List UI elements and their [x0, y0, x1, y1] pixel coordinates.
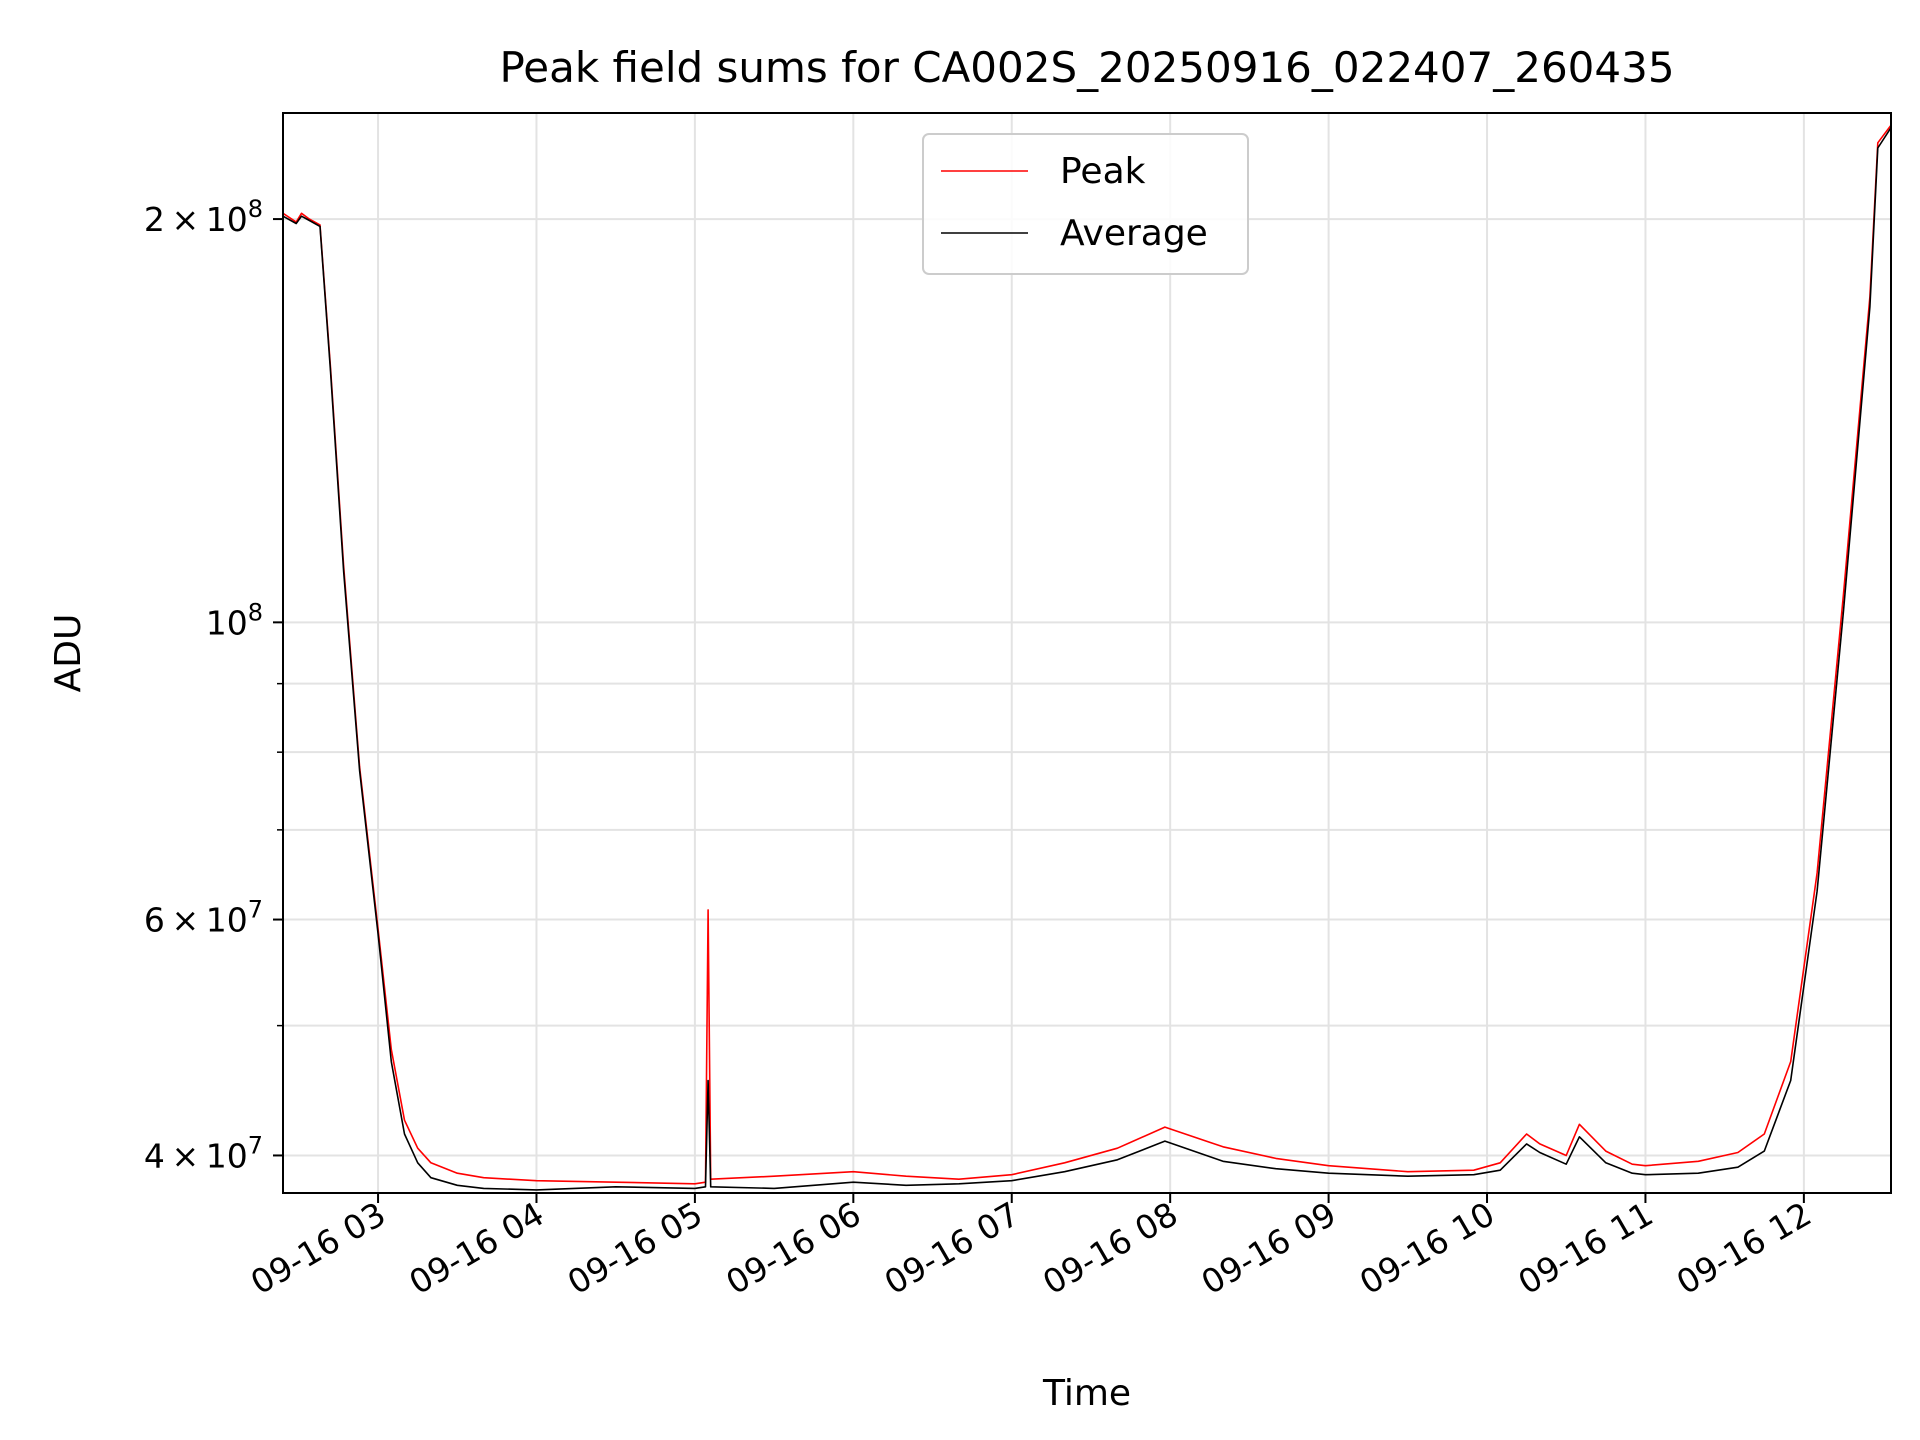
chart-title: Peak field sums for CA002S_20250916_0224…	[499, 43, 1674, 92]
y-axis-label: ADU	[48, 614, 89, 693]
legend-box	[922, 133, 1249, 275]
y-tick-label: 108	[206, 598, 263, 642]
y-tick-label: 2 × 108	[144, 195, 263, 239]
plot-frame	[282, 112, 1892, 1194]
x-axis-label: Time	[1042, 1373, 1131, 1414]
legend: Peak Average	[922, 133, 1249, 275]
legend-label-peak: Peak	[1060, 151, 1146, 192]
y-axis: 4 × 107 6 × 107 108 2 × 108	[144, 195, 283, 1175]
y-tick-label: 6 × 107	[144, 896, 263, 940]
series-layer	[282, 124, 1892, 1191]
gridlines	[283, 113, 1891, 1193]
legend-label-average: Average	[1060, 213, 1208, 254]
series-line-average	[282, 127, 1892, 1191]
y-tick-label: 4 × 107	[144, 1131, 263, 1175]
